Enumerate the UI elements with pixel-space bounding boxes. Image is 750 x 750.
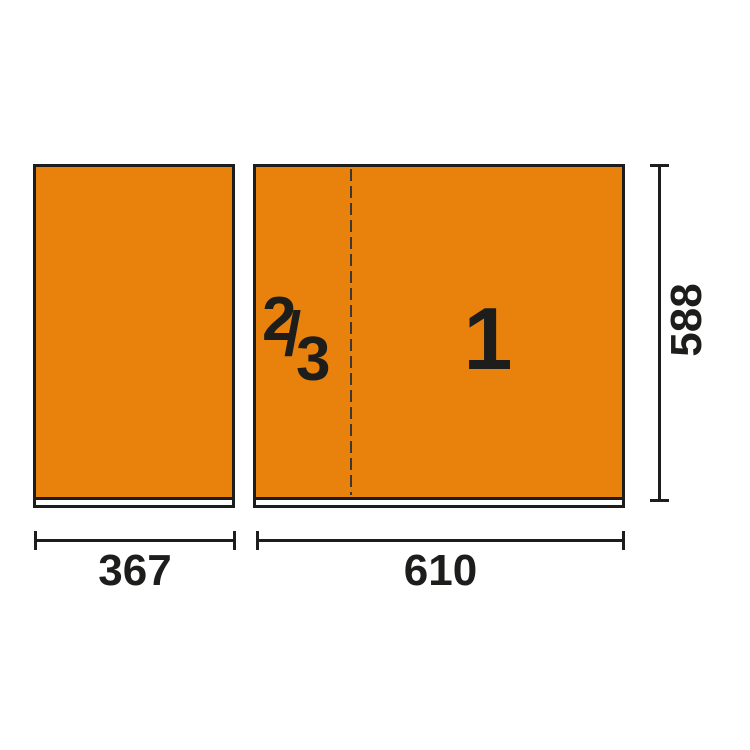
fraction-denominator: 3 [296,325,331,394]
left-panel-base [33,500,235,508]
height-dimension-value: 588 [662,283,711,357]
right-panel-base [253,500,625,508]
width-dimension-right-value: 610 [403,546,478,595]
left-panel [33,164,235,508]
dimension-tick [650,499,669,502]
fold-divider-dashed-line [350,169,352,495]
width-dimension-left-value: 367 [98,546,172,595]
right-panel: 2 / 3 1 [253,164,625,508]
dimension-line [256,539,625,542]
left-panel-body [33,164,235,500]
fraction-numerator: 2 [262,285,297,354]
dimension-tick [622,531,625,550]
dimension-line [34,539,236,542]
dimension-line [658,164,661,502]
height-dimension [650,164,669,502]
module-one-label: 1 [463,289,513,388]
width-dimension-right [256,531,625,550]
fraction-slash: / [284,300,302,369]
fraction-two-thirds-label: 2 / 3 [262,285,332,391]
right-panel-body: 2 / 3 1 [253,164,625,500]
width-dimension-left [34,531,236,550]
dimension-tick [233,531,236,550]
